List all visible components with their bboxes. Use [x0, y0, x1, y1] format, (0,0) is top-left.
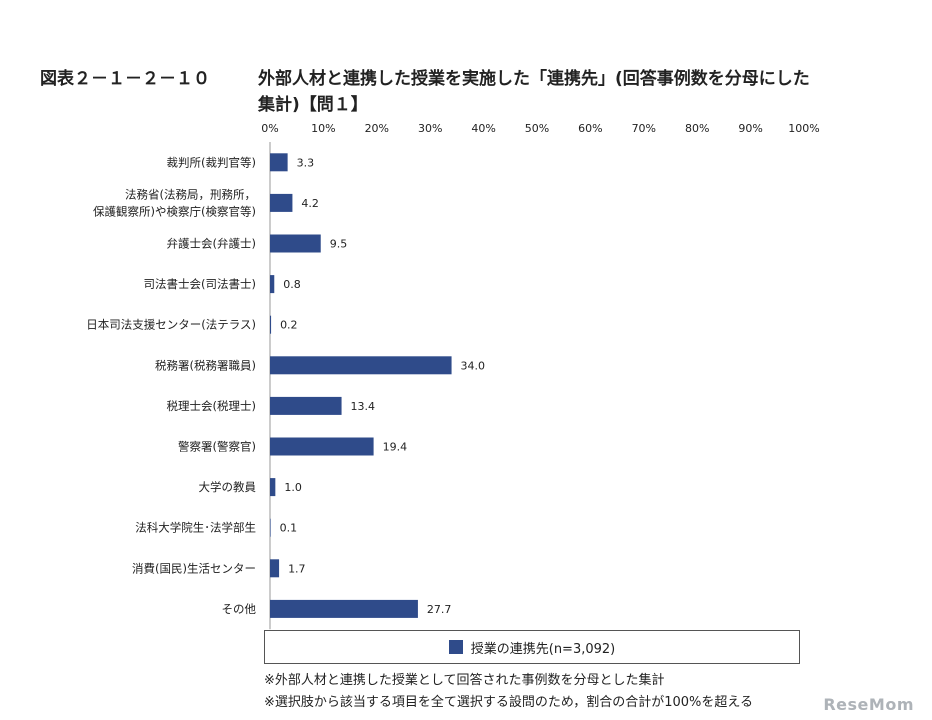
footnotes: ※外部人材と連携した授業として回答された事例数を分母とした集計 ※選択肢から該当…: [264, 670, 753, 714]
x-tick-label: 70%: [632, 122, 656, 135]
category-label: 警察署(警察官): [178, 440, 256, 454]
legend: 授業の連携先(n=3,092): [264, 630, 800, 664]
category-label: 法科大学院生･法学部生: [135, 521, 256, 535]
data-label: 1.0: [284, 481, 302, 494]
x-tick-label: 10%: [311, 122, 335, 135]
bar: [270, 356, 452, 375]
data-label: 19.4: [383, 441, 408, 454]
x-tick-label: 20%: [365, 122, 389, 135]
data-label: 4.2: [301, 197, 319, 210]
category-label: 司法書士会(司法書士): [144, 277, 256, 291]
category-label: 大学の教員: [199, 480, 257, 494]
bar: [270, 518, 271, 537]
x-tick-label: 90%: [738, 122, 762, 135]
x-tick-label: 60%: [578, 122, 602, 135]
x-tick-label: 50%: [525, 122, 549, 135]
bar: [270, 559, 280, 578]
data-label: 0.1: [280, 522, 298, 535]
data-label: 27.7: [427, 603, 452, 616]
footnote-2: ※選択肢から該当する項目を全て選択する設問のため，割合の合計が100%を超える: [264, 695, 754, 710]
x-tick-label: 40%: [471, 122, 495, 135]
category-label: 日本司法支援センター(法テラス): [86, 318, 256, 332]
bar: [270, 478, 276, 497]
data-label: 0.8: [283, 278, 301, 291]
chart-title: 図表２－１－２－１０ 外部人材と連携した授業を実施した「連携先」(回答事例数を分母…: [40, 66, 910, 118]
legend-swatch: [448, 640, 463, 654]
title-line-1: 外部人材と連携した授業を実施した「連携先」(回答事例数を分母にした: [258, 69, 810, 89]
bar: [270, 275, 275, 294]
category-label: その他: [222, 602, 257, 616]
data-label: 9.5: [330, 238, 348, 251]
bar: [270, 437, 374, 456]
data-label: 0.2: [280, 319, 298, 332]
bar: [270, 153, 288, 172]
data-label: 34.0: [461, 359, 486, 372]
category-label: 弁護士会(弁護士): [167, 237, 256, 251]
category-label: 保護観察所)や検察庁(検察官等): [93, 204, 256, 218]
x-tick-label: 0%: [261, 122, 278, 135]
watermark-logo: ReseMom: [823, 695, 914, 714]
bar: [270, 193, 293, 212]
footnote-1: ※外部人材と連携した授業として回答された事例数を分母とした集計: [264, 673, 665, 688]
title-line-2: 集計)【問１】: [258, 95, 368, 115]
category-label: 裁判所(裁判官等): [167, 155, 256, 169]
x-tick-label: 80%: [685, 122, 709, 135]
x-tick-label: 100%: [788, 122, 819, 135]
bar-chart: 0% 10% 20% 30% 40% 50% 60% 70% 80% 90% 100% 裁判所(裁判官…: [86, 122, 820, 630]
x-tick-label: 30%: [418, 122, 442, 135]
legend-label: 授業の連携先(n=3,092): [470, 641, 616, 657]
category-label: 消費(国民)生活センター: [132, 561, 256, 575]
category-label: 税務署(税務署職員): [155, 358, 256, 372]
bar: [270, 315, 272, 334]
bar: [270, 234, 321, 253]
data-label: 3.3: [297, 156, 315, 169]
category-label: 法務省(法務局，刑務所，: [125, 187, 256, 201]
bar: [270, 396, 342, 415]
data-label: 1.7: [288, 562, 306, 575]
figure-number: 図表２－１－２－１０: [40, 69, 210, 89]
data-label: 13.4: [351, 400, 376, 413]
bar: [270, 599, 418, 618]
category-label: 税理士会(税理士): [167, 399, 256, 413]
